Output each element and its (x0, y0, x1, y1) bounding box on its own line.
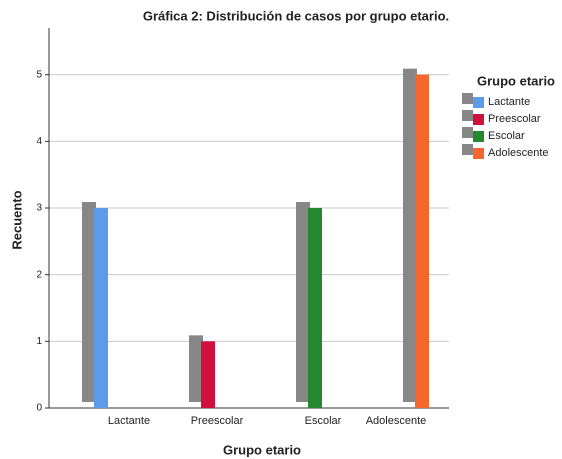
bar (415, 74, 429, 409)
legend-swatch (473, 114, 484, 125)
legend-shadow (462, 110, 473, 121)
bar-shadow (296, 202, 310, 402)
x-tick-label: Lactante (108, 415, 150, 427)
y-tick-label: 4 (36, 136, 42, 147)
legend-label: Lactante (488, 96, 530, 108)
x-tick-label: Preescolar (191, 415, 244, 427)
legend-shadow (462, 144, 473, 155)
x-axis-title: Grupo etario (223, 442, 301, 457)
y-tick-label: 0 (36, 403, 42, 414)
y-tick-label: 5 (36, 69, 42, 80)
bar-shadow (189, 335, 203, 402)
y-tick-label: 3 (36, 203, 42, 214)
x-tick-label: Adolescente (366, 415, 427, 427)
legend-label: Preescolar (488, 113, 541, 125)
legend-shadow (462, 127, 473, 138)
x-tick-label: Escolar (305, 415, 342, 427)
legend-label: Adolescente (488, 147, 549, 159)
bar (201, 341, 215, 408)
legend-shadow (462, 93, 473, 104)
legend-swatch (473, 148, 484, 159)
bar-shadow (403, 68, 417, 403)
y-tick-label: 2 (36, 269, 42, 280)
legend-label: Escolar (488, 130, 525, 142)
legend-title: Grupo etario (477, 73, 555, 88)
bar (94, 208, 108, 408)
legend-swatch (473, 97, 484, 108)
y-tick-label: 1 (36, 336, 42, 347)
chart-title: Gráfica 2: Distribución de casos por gru… (143, 8, 449, 23)
y-axis-title: Recuento (9, 190, 24, 249)
bar-shadow (82, 202, 96, 402)
legend-swatch (473, 131, 484, 142)
bar (308, 208, 322, 408)
